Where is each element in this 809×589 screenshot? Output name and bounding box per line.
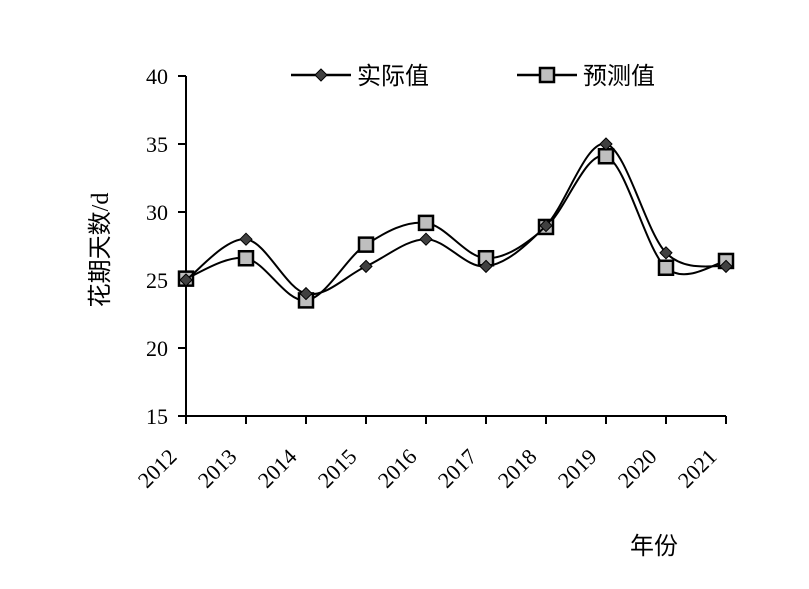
data-point	[359, 259, 373, 274]
data-point	[419, 232, 433, 246]
data-point	[357, 236, 375, 253]
legend: 实际值 预测值	[291, 63, 655, 90]
y-tick-label: 15	[146, 404, 168, 429]
legend-item: 预测值	[517, 63, 655, 90]
data-point	[659, 246, 673, 260]
y-axis-title: 花期天数/d	[87, 193, 114, 308]
y-axis-ticks: 15 20 25 30 35 40	[146, 64, 186, 429]
series-line	[185, 154, 727, 302]
x-tick-label: 2012	[133, 444, 182, 493]
data-point	[539, 218, 553, 233]
data-point	[479, 259, 493, 274]
y-tick-label: 25	[146, 268, 168, 293]
data-point	[657, 259, 675, 277]
y-tick-label: 40	[146, 64, 168, 89]
x-axis-ticks: 2012 2013 2014 2015 2016 2017 2018 2019 2020 2021	[133, 416, 727, 493]
y-tick-label: 35	[146, 132, 168, 157]
x-axis-title: 年份	[630, 533, 678, 560]
data-point	[299, 286, 313, 301]
legend-marker	[538, 66, 556, 84]
x-tick-label: 2020	[613, 444, 662, 493]
legend-item: 实际值	[291, 63, 429, 90]
legend-marker	[314, 68, 328, 82]
x-tick-label: 2018	[493, 444, 542, 493]
y-tick-label: 30	[146, 200, 168, 225]
series-actual	[179, 137, 733, 301]
data-point	[719, 259, 733, 274]
series-line	[185, 142, 727, 296]
x-tick-label: 2017	[433, 444, 482, 493]
series-predicted	[177, 147, 735, 309]
series-layer	[177, 137, 735, 309]
legend-label: 实际值	[357, 63, 429, 90]
y-tick-label: 20	[146, 336, 168, 361]
data-point	[237, 249, 255, 267]
x-tick-label: 2015	[313, 444, 362, 493]
x-tick-label: 2013	[193, 444, 242, 493]
x-tick-label: 2016	[373, 444, 422, 493]
data-point	[239, 232, 253, 246]
data-point	[179, 273, 193, 287]
data-point	[599, 137, 613, 151]
data-point	[597, 147, 615, 165]
x-tick-label: 2019	[553, 444, 602, 493]
data-point	[417, 214, 435, 232]
x-tick-label: 2021	[673, 444, 722, 493]
legend-label: 预测值	[583, 63, 655, 90]
x-tick-label: 2014	[253, 444, 302, 493]
